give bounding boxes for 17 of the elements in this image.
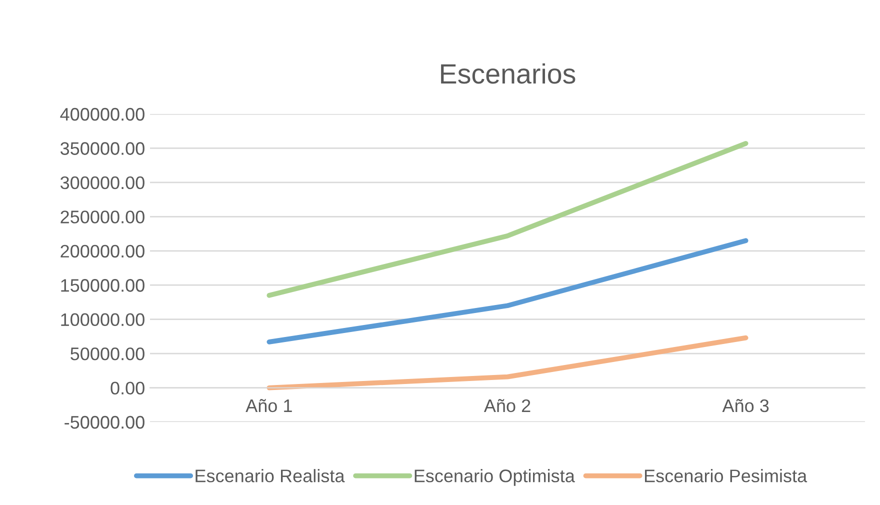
y-tick-label: 350000.00 [60,142,144,155]
x-tick-label: Año 1 [246,399,292,412]
y-tick-label: -50000.00 [64,416,144,429]
y-tick-label: 50000.00 [70,347,144,360]
x-tick-label: Año 3 [722,399,769,412]
y-tick-label: 100000.00 [61,313,144,326]
y-tick-label: 0.00 [110,382,144,394]
y-tick-label: 150000.00 [61,279,144,292]
chart-title: Escenarios [441,63,576,84]
y-tick-label: 200000.00 [60,244,144,258]
x-tick-label: Año 2 [484,399,530,412]
y-tick-label: 250000.00 [60,210,144,224]
legend-label: Escenario Pesimista [644,469,808,482]
legend-label: Escenario Realista [196,469,345,482]
legend-label: Escenario Optimista [414,469,575,486]
y-tick-label: 300000.00 [60,176,144,190]
y-tick-label: 400000.00 [60,108,144,121]
